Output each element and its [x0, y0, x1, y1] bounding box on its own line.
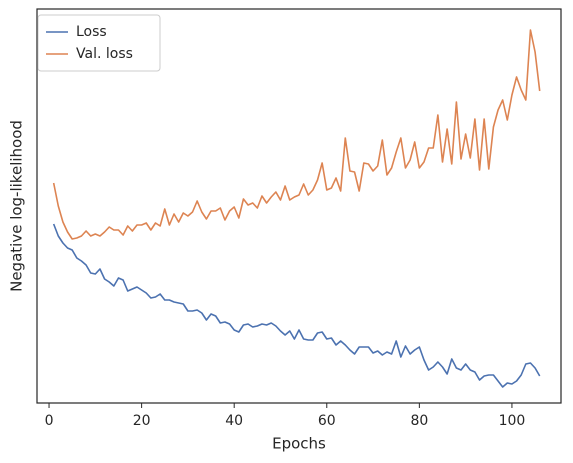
x-tick-label: 60	[318, 413, 336, 429]
legend-label: Loss	[76, 24, 107, 40]
x-tick-label: 100	[499, 413, 526, 429]
line	[52, 29, 541, 240]
x-tick-label: 0	[45, 413, 54, 429]
x-tick-label: 40	[225, 413, 243, 429]
y-axis-label: Negative log-likelihood	[8, 120, 26, 292]
x-axis-label: Epochs	[272, 435, 326, 453]
legend-box	[37, 14, 161, 72]
legend-label: Val. loss	[76, 46, 133, 62]
x-tick-label: 80	[410, 413, 428, 429]
line	[52, 223, 541, 388]
plot-frame	[36, 8, 562, 404]
x-tick-label: 20	[133, 413, 151, 429]
